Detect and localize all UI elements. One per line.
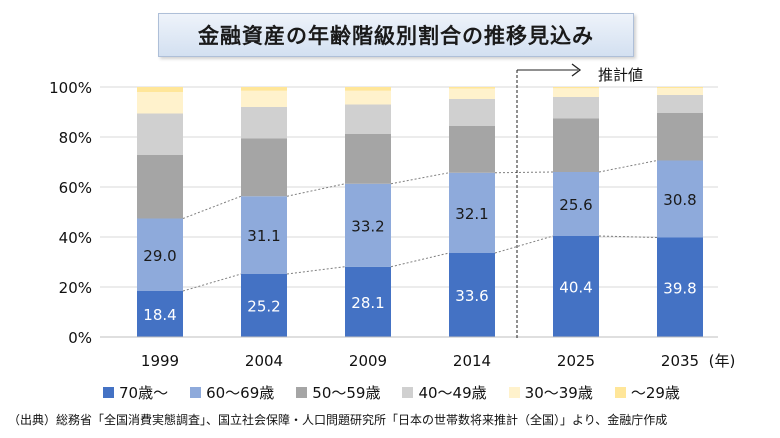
bar-segment [553,88,599,97]
data-label: 40.4 [559,279,592,297]
connector-line [182,273,242,292]
data-label: 32.1 [455,205,488,223]
legend-item: 50～59歳 [296,382,380,403]
bar-segment [449,99,495,126]
bar-segment [657,87,703,88]
connector-line [598,160,658,173]
bar-segment [553,236,599,337]
bar-segment [657,113,703,161]
bar-segment [657,95,703,113]
legend-item: 30～39歳 [508,382,593,403]
x-unit-label: (年) [709,352,736,370]
connector-line [182,195,242,219]
bar-segment [657,88,703,95]
data-label: 39.8 [663,279,696,297]
bar-segment [345,90,391,105]
connector-line [390,172,450,185]
bar-segment [241,274,287,337]
y-tick-label: 100% [49,79,92,97]
legend-swatch [508,386,520,398]
data-label: 18.4 [143,306,176,324]
bar-segment [345,134,391,184]
legend-label: 30～39歳 [524,383,593,402]
bar-segment [241,107,287,139]
connector-line [494,235,554,254]
projection-label: 推計値 [598,66,643,84]
legend-item: 40～49歳 [402,382,487,403]
bar-segment [137,87,183,92]
projection-arrow-head [571,63,582,77]
legend-swatch [614,386,626,398]
bar-segment [241,87,287,91]
y-tick-label: 40% [59,229,92,247]
x-tick-label: 2035 [661,352,699,370]
bar-segment [449,88,495,99]
bar-segment [345,104,391,134]
legend-item: ～29歳 [614,382,680,403]
data-label: 33.6 [455,287,488,305]
legend-item: 70歳～ [103,382,168,403]
bar-segment [449,172,495,253]
bar-segment [345,183,391,267]
bar-segment [449,87,495,89]
legend-label: ～29歳 [630,383,680,402]
data-label: 25.2 [247,298,280,316]
bar-segment [657,160,703,238]
legend: 70歳～ 60～69歳 50～59歳 40～49歳 30～39歳 ～29歳 [103,381,723,403]
bar-segment [657,237,703,337]
data-label: 29.0 [143,247,176,265]
legend-swatch [190,386,202,398]
y-tick-label: 80% [59,129,92,147]
bar-segment [345,266,391,337]
data-label: 33.2 [351,217,384,235]
y-tick-label: 0% [68,329,92,347]
x-tick-label: 2014 [453,352,491,370]
bar-segment [241,90,287,107]
legend-swatch [103,386,114,398]
source-note: （出典）総務省「全国消費実態調査」、国立社会保障・人口問題研究所「日本の世帯数将… [8,413,668,427]
connector-line [286,183,346,197]
bar-segment [553,97,599,119]
legend-swatch [402,386,414,398]
data-label: 31.1 [247,227,280,245]
connector-line [494,171,554,174]
bar-segment [137,291,183,337]
bar-segment [345,87,391,91]
bar-segment [241,196,287,274]
y-tick-label: 20% [59,279,92,297]
y-tick-label: 60% [59,179,92,197]
legend-label: 60～69歳 [206,383,275,402]
data-label: 28.1 [351,294,384,312]
x-tick-label: 2004 [245,352,283,370]
connector-line [286,266,346,275]
bar-segment [137,113,183,155]
bar-segment [137,218,183,291]
data-label: 25.6 [559,196,592,214]
bar-segment [137,154,183,219]
bar-segment [553,172,599,236]
connector-line [390,252,450,268]
bar-segment [553,87,599,89]
chart-title: 金融資産の年齢階級別割合の推移見込み [158,13,634,57]
x-tick-label: 1999 [141,352,179,370]
x-tick-label: 2009 [349,352,387,370]
legend-label: 70歳～ [119,383,169,402]
data-label: 30.8 [663,191,696,209]
bar-segment [241,138,287,197]
bar-segment [137,92,183,114]
legend-label: 40～49歳 [418,383,487,402]
legend-label: 50～59歳 [312,383,381,402]
connector-line [598,235,658,238]
legend-swatch [296,386,308,398]
bar-segment [449,125,495,173]
x-tick-label: 2025 [557,352,595,370]
bar-segment [553,118,599,172]
bar-segment [449,253,495,337]
legend-item: 60～69歳 [190,382,274,403]
